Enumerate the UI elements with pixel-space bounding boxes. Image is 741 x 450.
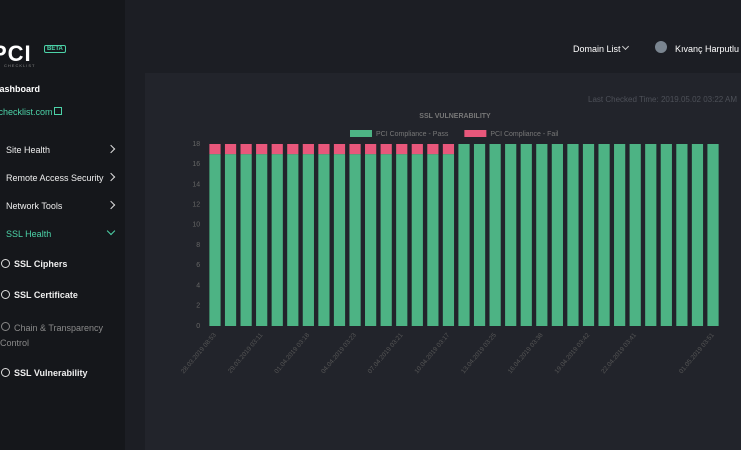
submenu-item[interactable]: Chain & Transparency Control: [0, 323, 104, 348]
bar-segment: [240, 154, 252, 326]
logo-sub: CHECKLIST: [4, 63, 36, 68]
bar-segment: [567, 144, 579, 326]
y-tick-label: 16: [192, 161, 200, 168]
bar-segment: [349, 144, 361, 155]
y-tick-label: 12: [192, 202, 200, 209]
legend-label: PCI Compliance - Fail: [490, 131, 559, 138]
last-checked: Last Checked Time: 2019.05.02 03:22 AM: [588, 95, 737, 104]
bar-segment: [209, 154, 221, 326]
bar-segment: [582, 144, 595, 326]
bar-segment: [287, 154, 299, 326]
chevron: [621, 42, 630, 51]
domain-link[interactable]: pcichecklist.com: [0, 107, 53, 117]
beta-badge: BETA: [44, 45, 66, 53]
bar-segment: [224, 144, 237, 155]
dashboard-link[interactable]: Dashboard: [0, 84, 41, 94]
legend-swatch: [464, 130, 487, 137]
bar-segment: [349, 154, 361, 326]
bar-segment: [209, 144, 221, 155]
chevron: [106, 172, 116, 182]
bar-segment: [333, 154, 346, 326]
icon: [1, 368, 10, 377]
bar-segment: [458, 144, 470, 326]
icon: [1, 322, 10, 331]
y-tick-label: 6: [196, 262, 200, 269]
bar-segment: [365, 144, 377, 155]
legend-swatch: [350, 130, 372, 137]
logo: PCI: [0, 41, 32, 66]
bar-segment: [240, 144, 252, 155]
bar-segment: [660, 144, 672, 326]
user-name[interactable]: Kıvanç Harputlu: [675, 44, 740, 54]
bar-segment: [256, 154, 268, 326]
bar-segment: [333, 144, 346, 155]
bar-segment: [473, 144, 486, 326]
bar-segment: [691, 144, 704, 326]
y-tick-label: 2: [196, 303, 200, 310]
icon: [1, 259, 10, 268]
bar-segment: [302, 144, 314, 155]
menu-item[interactable]: Remote Access Security: [6, 173, 104, 183]
menu-item-active[interactable]: SSL Health: [6, 229, 52, 239]
menu-item[interactable]: Network Tools: [6, 201, 63, 211]
bar-segment: [411, 144, 423, 155]
icon: [1, 290, 10, 299]
bar-segment: [380, 144, 392, 155]
chart-title: SSL VULNERABILITY: [419, 113, 491, 120]
sidebar: PCI BETA CHECKLIST Dashboard pcichecklis…: [0, 0, 125, 450]
bar-segment: [318, 154, 330, 326]
bar-segment: [427, 154, 439, 326]
bar-segment: [614, 144, 626, 326]
bar-segment: [287, 144, 299, 155]
bar-segment: [442, 154, 455, 326]
chart-card: Last Checked Time: 2019.05.02 03:22 AM S…: [145, 73, 741, 450]
y-tick-label: 4: [196, 282, 200, 289]
y-tick-label: 14: [192, 181, 200, 188]
bar-segment: [271, 144, 283, 155]
chevron: [106, 226, 116, 236]
bar-segment: [505, 144, 517, 326]
external-icon: [54, 107, 62, 115]
domain-list[interactable]: Domain List: [573, 44, 621, 54]
bar-segment: [536, 144, 548, 326]
bar-segment: [396, 154, 408, 326]
legend-label: PCI Compliance - Pass: [376, 131, 449, 138]
y-tick-label: 10: [192, 222, 200, 229]
bar-segment: [645, 144, 657, 326]
bar-segment: [520, 144, 532, 326]
bar-segment: [427, 144, 439, 155]
y-tick-label: 18: [192, 141, 200, 148]
chevron: [106, 200, 116, 210]
bar-segment: [411, 154, 423, 326]
bar-segment: [302, 154, 314, 326]
bar-segment: [380, 154, 392, 326]
y-tick-label: 8: [196, 242, 200, 249]
bar-segment: [489, 144, 501, 326]
avatar[interactable]: [655, 41, 667, 53]
bar-segment: [224, 154, 237, 326]
bar-segment: [365, 154, 377, 326]
bar-segment: [396, 144, 408, 155]
bar-segment: [256, 144, 268, 155]
submenu-item[interactable]: SSL Certificate: [14, 290, 78, 300]
bar-segment: [271, 154, 283, 326]
bar-segment: [318, 144, 330, 155]
bar-segment: [598, 144, 610, 326]
bar-segment: [676, 144, 688, 326]
chevron: [106, 144, 116, 154]
submenu-item[interactable]: SSL Ciphers: [14, 259, 68, 269]
bar-segment: [551, 144, 563, 326]
submenu-item[interactable]: SSL Vulnerability: [14, 368, 88, 378]
bar-segment: [442, 144, 455, 155]
menu-item[interactable]: Site Health: [6, 145, 51, 155]
y-tick-label: 0: [196, 323, 200, 330]
bar-segment: [707, 144, 719, 326]
bar-segment: [629, 144, 641, 326]
